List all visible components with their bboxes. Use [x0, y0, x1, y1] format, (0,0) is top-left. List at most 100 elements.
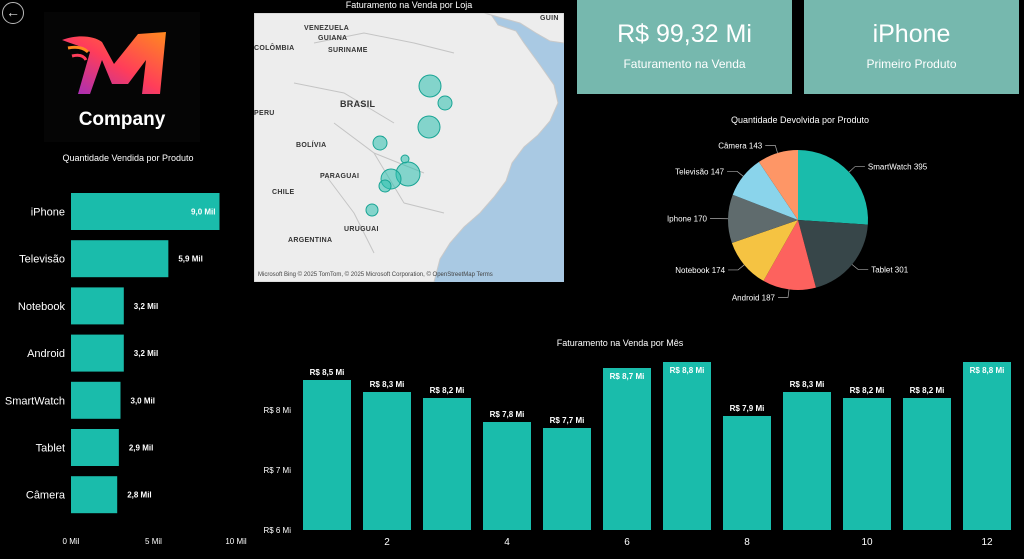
data-label: 3,2 Mil: [134, 302, 158, 311]
leader-line: [728, 264, 745, 271]
store-bubble[interactable]: [418, 74, 442, 98]
x-tick-label: 10: [861, 537, 873, 548]
bar[interactable]: [363, 392, 411, 530]
map-label-suriname: SURINAME: [328, 47, 368, 54]
data-label: R$ 8,5 Mi: [310, 368, 345, 377]
slice-label: Android 187: [732, 293, 776, 302]
bar[interactable]: [71, 429, 119, 466]
bar[interactable]: [423, 398, 471, 530]
x-tick-label: 2: [384, 537, 390, 548]
monthly-revenue-column-chart: R$ 6 Mi R$ 7 Mi R$ 8 Mi R$ 8,5 Mi R$ 8,3 Mi R…: [263, 362, 1011, 548]
bar[interactable]: [71, 287, 124, 325]
map-label-guiana: GUIANA: [318, 35, 348, 42]
store-bubble[interactable]: [378, 179, 392, 193]
data-label: R$ 8,7 Mi: [610, 372, 645, 381]
x-tick-label: 4: [504, 537, 510, 548]
returns-pie-chart: SmartWatch 395 Tablet 301 Android 187 Noteb…: [667, 141, 928, 302]
data-label: 5,9 Mil: [178, 255, 202, 264]
company-name: Company: [78, 109, 166, 130]
back-button[interactable]: ←: [2, 2, 24, 24]
bar[interactable]: [71, 334, 124, 372]
data-label: R$ 7,7 Mi: [550, 416, 585, 425]
data-label: R$ 8,8 Mi: [970, 366, 1005, 375]
y-tick-label: R$ 6 Mi: [263, 526, 291, 535]
y-tick-label: iPhone: [31, 207, 65, 219]
pie-slice[interactable]: [763, 220, 816, 290]
slice-label: Câmera 143: [718, 141, 763, 150]
slice-label: SmartWatch 395: [868, 163, 928, 172]
kpi-card-top-product: iPhone Primeiro Produto: [804, 0, 1019, 94]
bar[interactable]: [71, 240, 169, 278]
store-bubble[interactable]: [437, 95, 453, 111]
bar[interactable]: [963, 362, 1011, 530]
y-tick-label: R$ 8 Mi: [263, 406, 291, 415]
data-label: R$ 8,8 Mi: [670, 366, 705, 375]
x-tick-label: 10 Mil: [225, 537, 247, 546]
bar[interactable]: [603, 368, 651, 530]
slice-label: Tablet 301: [871, 266, 908, 275]
monthly-revenue-title: Faturamento na Venda por Mês: [556, 338, 684, 348]
y-tick-label: Notebook: [18, 301, 66, 313]
company-logo: Company: [44, 12, 200, 142]
map-label-peru: PERU: [254, 110, 275, 117]
map-label-uruguai: URUGUAI: [344, 226, 379, 233]
y-tick-label: Câmera: [26, 490, 66, 502]
slice-label: Televisão 147: [675, 167, 724, 176]
map-label-guin: GUIN: [540, 15, 559, 22]
logo-m-icon: [62, 32, 166, 94]
bar[interactable]: [71, 476, 118, 514]
product-quantity-bar-chart: iPhone 9,0 Mil Televisão 5,9 Mil Notebook 3,2…: [5, 193, 247, 546]
data-label: 3,2 Mil: [134, 349, 158, 358]
y-tick-label: Android: [27, 348, 65, 360]
map-label-colombia: COLÔMBIA: [254, 45, 295, 52]
south-america-land-shape: [254, 13, 564, 282]
kpi-top-product-label: Primeiro Produto: [866, 57, 957, 71]
kpi-top-product-value: iPhone: [872, 20, 951, 48]
bar[interactable]: [543, 428, 591, 530]
map-label-chile: CHILE: [272, 189, 295, 196]
data-label: R$ 8,2 Mi: [850, 386, 885, 395]
store-bubble[interactable]: [417, 115, 441, 139]
store-bubble[interactable]: [372, 135, 388, 151]
data-label: R$ 8,3 Mi: [370, 380, 405, 389]
bar[interactable]: [663, 362, 711, 530]
bar[interactable]: [843, 398, 891, 530]
store-revenue-map[interactable]: VENEZUELA GUIANA COLÔMBIA SURINAME GUIN …: [254, 13, 564, 282]
bar[interactable]: [71, 193, 220, 230]
pie-slice[interactable]: [731, 220, 798, 281]
map-attribution: Microsoft Bing © 2025 TomTom, © 2025 Mic…: [258, 272, 493, 278]
kpi-revenue-value: R$ 99,32 Mi: [617, 20, 752, 48]
x-tick-label: 6: [624, 537, 630, 548]
data-label: 9,0 Mil: [191, 208, 215, 217]
y-tick-label: Televisão: [19, 254, 65, 266]
map-title: Faturamento na Venda por Loja: [345, 0, 473, 10]
map-label-argentina: ARGENTINA: [288, 237, 333, 244]
pie-slice[interactable]: [758, 150, 798, 220]
bar[interactable]: [783, 392, 831, 530]
store-bubbles: [365, 74, 453, 217]
bar[interactable]: [723, 416, 771, 530]
data-label: R$ 7,8 Mi: [490, 410, 525, 419]
bar[interactable]: [303, 380, 351, 530]
map-label-paraguai: PARAGUAI: [320, 173, 360, 180]
pie-slice[interactable]: [732, 161, 798, 220]
map-label-venezuela: VENEZUELA: [304, 25, 350, 32]
bar[interactable]: [903, 398, 951, 530]
bar[interactable]: [71, 381, 121, 419]
returns-pie-title: Quantidade Devolvida por Produto: [730, 115, 870, 125]
x-tick-label: 12: [981, 537, 993, 548]
kpi-card-revenue: R$ 99,32 Mi Faturamento na Venda: [577, 0, 792, 94]
bar[interactable]: [483, 422, 531, 530]
x-tick-label: 5 Mil: [145, 537, 162, 546]
leader-line: [848, 166, 865, 173]
data-label: R$ 8,2 Mi: [430, 386, 465, 395]
pie-slice[interactable]: [728, 194, 798, 243]
x-tick-label: 8: [744, 537, 750, 548]
leader-line: [778, 289, 790, 298]
pie-slice[interactable]: [798, 150, 868, 225]
map-label-bolivia: BOLÍVIA: [296, 142, 327, 149]
pie-slice[interactable]: [798, 220, 868, 288]
x-tick-label: 0 Mil: [63, 537, 80, 546]
store-bubble[interactable]: [365, 203, 379, 217]
data-label: 3,0 Mil: [131, 396, 155, 405]
